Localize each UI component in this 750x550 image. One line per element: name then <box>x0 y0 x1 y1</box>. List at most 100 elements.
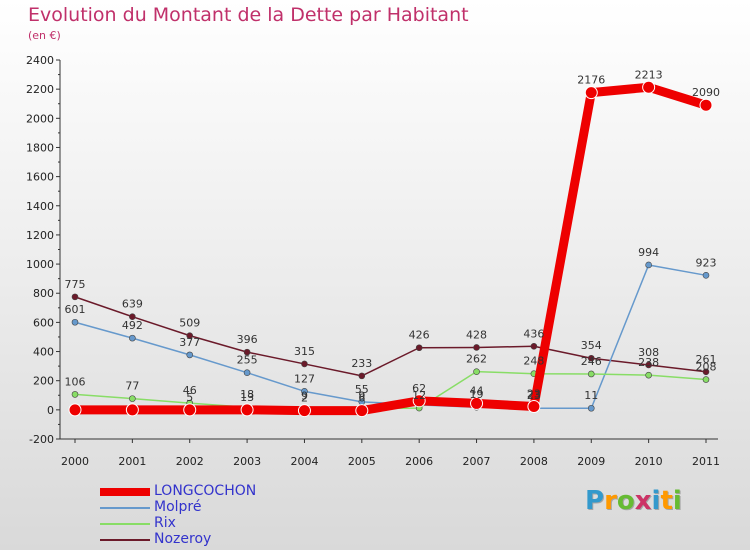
data-label: 11 <box>584 389 598 402</box>
data-label: 923 <box>696 256 717 269</box>
data-label: 308 <box>638 346 659 359</box>
data-label: 994 <box>638 246 659 259</box>
legend-swatch <box>100 539 150 541</box>
data-point-longcochon <box>125 403 139 417</box>
data-label: 255 <box>237 354 258 367</box>
data-point-nozeroy <box>645 361 652 369</box>
data-point-rix <box>129 395 136 402</box>
data-label: 2213 <box>635 68 663 81</box>
data-label: 62 <box>412 382 426 395</box>
legend-label: Molpré <box>154 499 202 515</box>
data-point-nozeroy <box>702 368 710 376</box>
series-line-molpr- <box>74 264 707 409</box>
data-label: 509 <box>179 317 200 330</box>
x-tick-label: 2011 <box>692 455 720 468</box>
data-label: 2090 <box>692 86 720 99</box>
data-point-nozeroy <box>358 372 366 380</box>
data-label: 2 <box>301 392 308 405</box>
data-point-nozeroy <box>473 344 480 351</box>
data-point-longcochon <box>68 403 82 417</box>
legend-swatch <box>100 488 150 496</box>
y-tick-label: 2400 <box>26 54 54 67</box>
data-point-longcochon <box>355 404 369 418</box>
data-point-rix <box>473 368 480 375</box>
legend-swatch <box>100 507 150 509</box>
data-label: 315 <box>294 345 315 358</box>
y-tick-label: 1200 <box>26 229 54 242</box>
data-point-nozeroy <box>186 332 194 339</box>
data-label: 9 <box>358 390 365 403</box>
data-point-rix <box>645 371 652 379</box>
x-tick-label: 2007 <box>463 455 491 468</box>
data-label: 23 <box>527 389 541 402</box>
data-label: 354 <box>581 339 602 352</box>
x-tick-label: 2008 <box>520 455 548 468</box>
x-tick-label: 2010 <box>635 455 663 468</box>
x-tick-label: 2009 <box>577 455 605 468</box>
data-point-nozeroy <box>530 342 538 350</box>
data-point-longcochon <box>412 394 426 408</box>
data-point-molpr- <box>702 272 710 279</box>
data-point-nozeroy <box>129 313 136 320</box>
data-label: 208 <box>696 361 717 374</box>
data-label: 775 <box>65 278 86 291</box>
data-point-rix <box>71 391 79 398</box>
data-point-nozeroy <box>71 293 79 301</box>
data-point-molpr- <box>301 388 308 395</box>
data-label: 492 <box>122 319 143 332</box>
x-tick-label: 2005 <box>348 455 376 468</box>
x-tick-label: 2001 <box>118 455 146 468</box>
data-label: 6 <box>358 392 365 405</box>
data-point-longcochon <box>642 80 656 94</box>
data-label: 13 <box>240 391 254 404</box>
data-point-rix <box>702 376 710 383</box>
y-tick-label: 800 <box>33 287 54 300</box>
data-point-longcochon <box>470 396 484 410</box>
data-point-rix <box>587 370 595 378</box>
data-point-molpr- <box>587 404 595 412</box>
data-label: 396 <box>237 333 258 346</box>
data-point-molpr- <box>645 261 652 269</box>
data-label: 428 <box>466 328 487 341</box>
data-point-nozeroy <box>587 354 595 362</box>
data-label: 436 <box>523 327 544 340</box>
data-label: 246 <box>581 355 602 368</box>
data-point-nozeroy <box>243 348 251 356</box>
legend-label: Rix <box>154 515 176 531</box>
chart-subtitle: (en €) <box>28 29 61 42</box>
x-tick-label: 2006 <box>405 455 433 468</box>
data-label: 9 <box>301 390 308 403</box>
data-label: 5 <box>186 391 193 404</box>
data-point-nozeroy <box>301 360 308 368</box>
series-line-longcochon <box>70 82 711 416</box>
data-label: 55 <box>355 383 369 396</box>
data-label: 233 <box>351 357 372 370</box>
y-tick-label: 200 <box>33 375 54 388</box>
data-point-longcochon <box>584 86 598 100</box>
data-label: 23 <box>527 387 541 400</box>
y-tick-label: 2000 <box>26 112 54 125</box>
data-label: 12 <box>412 389 426 402</box>
data-point-molpr- <box>71 318 79 326</box>
x-tick-label: 2004 <box>290 455 318 468</box>
data-point-molpr- <box>186 351 194 359</box>
proxiti-logo: Proxiti <box>585 486 682 516</box>
data-label: 261 <box>696 353 717 366</box>
data-point-nozeroy <box>415 344 423 352</box>
series-line-nozeroy <box>74 296 707 377</box>
data-label: 248 <box>523 355 544 368</box>
y-tick-label: -200 <box>29 433 54 446</box>
y-tick-label: 1000 <box>26 258 54 271</box>
data-point-longcochon <box>183 403 197 417</box>
data-label: 262 <box>466 353 487 366</box>
chart-title: Evolution du Montant de la Dette par Hab… <box>28 4 469 26</box>
data-point-longcochon <box>297 404 311 418</box>
data-point-molpr- <box>243 369 251 376</box>
data-label: 77 <box>125 380 139 393</box>
data-point-longcochon <box>699 98 713 112</box>
data-label: 106 <box>65 375 86 388</box>
data-label: 377 <box>179 336 200 349</box>
data-point-longcochon <box>240 403 254 417</box>
